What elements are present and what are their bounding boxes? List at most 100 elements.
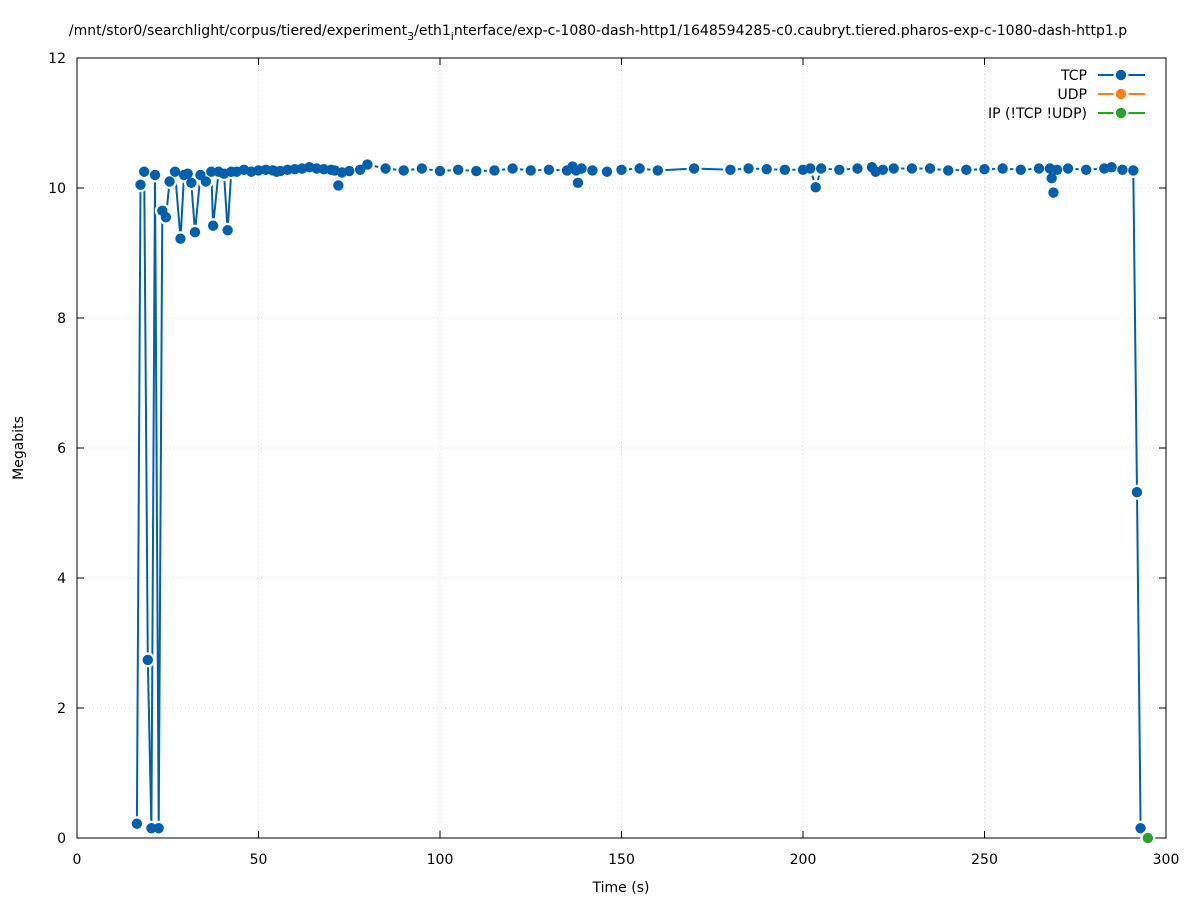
data-point	[207, 220, 219, 231]
data-point	[779, 164, 791, 175]
data-point	[543, 164, 555, 175]
x-tick-label: 0	[73, 852, 82, 868]
x-tick-label: 250	[971, 852, 998, 868]
data-point	[1048, 187, 1059, 198]
data-point	[576, 163, 587, 174]
data-point	[146, 823, 157, 834]
data-point	[142, 654, 153, 666]
data-point	[186, 177, 197, 188]
x-tick-label: 100	[427, 852, 454, 868]
data-point	[1128, 165, 1139, 176]
data-point	[525, 165, 536, 176]
grid	[77, 58, 1166, 838]
series-0	[129, 157, 1149, 836]
data-point	[1135, 823, 1146, 834]
legend-label: UDP	[1058, 87, 1087, 103]
x-tick-label: 150	[608, 852, 635, 868]
data-point	[979, 163, 990, 175]
data-point	[354, 164, 366, 175]
data-point	[333, 180, 344, 191]
data-point	[434, 165, 446, 177]
data-point	[688, 163, 700, 174]
data-point	[489, 165, 500, 176]
data-point	[906, 163, 918, 174]
data-point	[135, 179, 146, 190]
series	[129, 157, 1156, 846]
y-tick-label: 0	[57, 831, 66, 847]
data-point	[131, 818, 143, 829]
data-point	[1131, 487, 1143, 498]
data-point	[924, 163, 936, 174]
data-point	[1106, 162, 1117, 173]
data-point	[153, 823, 164, 834]
data-point	[189, 227, 201, 238]
data-point	[164, 176, 175, 187]
x-tick-label: 50	[250, 852, 268, 868]
data-point	[1062, 163, 1074, 174]
data-point	[344, 165, 355, 177]
data-point	[138, 166, 150, 177]
data-point	[888, 163, 899, 174]
data-point	[601, 166, 613, 177]
data-point	[1033, 163, 1045, 174]
legend-marker	[1115, 69, 1127, 81]
data-point	[416, 163, 428, 174]
data-point	[1015, 164, 1026, 175]
data-point	[471, 165, 482, 177]
data-point	[175, 233, 186, 244]
data-point	[507, 163, 518, 174]
data-point	[200, 176, 212, 187]
x-tick-label: 300	[1153, 852, 1180, 868]
y-tick-label: 10	[48, 181, 66, 197]
series-2	[1140, 830, 1156, 846]
x-axis-title: Time (s)	[592, 880, 650, 896]
data-point	[587, 165, 598, 176]
data-point	[877, 164, 889, 175]
data-point	[743, 163, 754, 174]
data-point	[725, 164, 736, 175]
data-point	[1046, 173, 1057, 184]
axis-ticks: 0 50 100 150 200 250 300 0 2 4 6 8 10 12	[48, 51, 1179, 868]
legend-label: TCP	[1060, 68, 1087, 84]
data-point	[810, 182, 821, 193]
data-point	[1142, 832, 1154, 844]
data-point	[1051, 164, 1063, 175]
legend-marker	[1115, 107, 1127, 119]
data-point	[1117, 164, 1128, 175]
data-point	[169, 166, 181, 177]
chart-title: /mnt/stor0/searchlight/corpus/tiered/exp…	[69, 23, 1127, 43]
data-point	[160, 212, 172, 223]
data-point	[222, 225, 233, 236]
data-point	[616, 164, 627, 175]
data-point	[761, 163, 772, 175]
legend-marker	[1115, 88, 1127, 100]
data-point	[805, 163, 816, 174]
data-point	[206, 166, 217, 177]
x-tick-label: 200	[790, 852, 817, 868]
data-point	[834, 164, 845, 175]
legend-label: IP (!TCP !UDP)	[988, 106, 1087, 122]
data-point	[182, 168, 193, 179]
data-point	[943, 165, 954, 176]
data-point	[652, 165, 663, 176]
legend: TCP UDP IP (!TCP !UDP)	[988, 67, 1145, 122]
y-tick-label: 4	[57, 571, 66, 587]
data-point	[1080, 164, 1092, 175]
data-point	[634, 163, 645, 174]
data-point	[572, 177, 584, 188]
y-tick-label: 12	[48, 51, 66, 67]
data-point	[815, 163, 827, 174]
y-axis-title: Megabits	[11, 416, 27, 480]
data-point	[149, 169, 161, 181]
data-point	[452, 164, 464, 175]
y-tick-label: 2	[57, 701, 66, 717]
data-point	[362, 159, 373, 170]
series-line	[135, 163, 1142, 829]
data-point	[852, 163, 863, 174]
y-tick-label: 6	[57, 441, 66, 457]
data-point	[398, 165, 409, 176]
y-tick-label: 8	[57, 311, 66, 327]
data-point	[380, 163, 391, 174]
data-point	[961, 164, 972, 175]
